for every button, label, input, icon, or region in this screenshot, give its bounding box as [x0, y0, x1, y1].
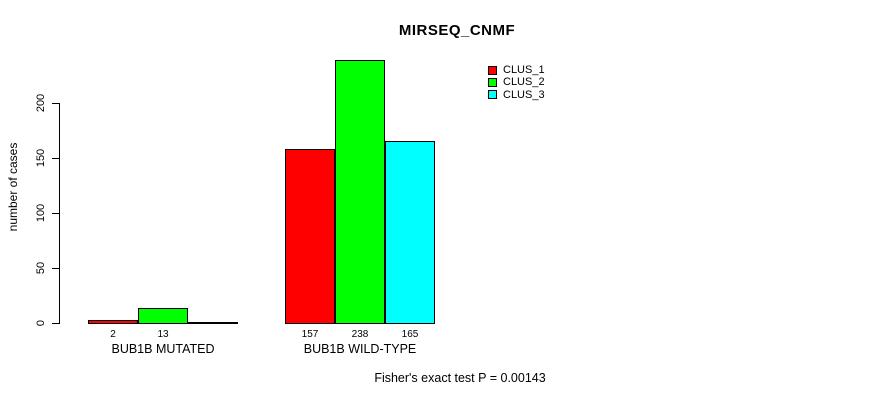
- chart-title: MIRSEQ_CNMF: [398, 22, 516, 39]
- y-tick-label: 0: [35, 319, 47, 327]
- y-axis-line: [59, 103, 60, 324]
- y-tick-mark: [52, 103, 59, 104]
- bar-clus_1-1: [88, 319, 138, 324]
- bar-value-label: 13: [157, 329, 169, 340]
- y-tick-label: 100: [35, 203, 47, 223]
- bar-clus_3-2: [385, 140, 435, 324]
- bar-clus_2-1: [138, 307, 188, 324]
- legend: CLUS_1 CLUS_2 CLUS_3: [488, 64, 545, 101]
- y-tick-mark: [52, 213, 59, 214]
- legend-row: CLUS_3: [488, 89, 545, 101]
- legend-row: CLUS_2: [488, 76, 545, 88]
- legend-label: CLUS_3: [503, 88, 545, 101]
- x-category-label: BUB1B MUTATED: [111, 342, 215, 356]
- y-axis-title: number of cases: [6, 142, 20, 232]
- legend-swatch-clus_3: [488, 90, 497, 100]
- bar-value-label: 238: [351, 329, 369, 340]
- y-tick-mark: [52, 323, 59, 324]
- legend-swatch-clus_2: [488, 77, 497, 87]
- bar-value-label: 157: [301, 329, 319, 340]
- bar-value-label: 2: [110, 329, 116, 340]
- y-tick-mark: [52, 268, 59, 269]
- legend-label: CLUS_1: [503, 64, 545, 77]
- legend-row: CLUS_1: [488, 64, 545, 76]
- bar-clus_2-2: [335, 60, 385, 324]
- legend-swatch-clus_1: [488, 65, 497, 75]
- y-tick-mark: [52, 158, 59, 159]
- annotation-text: Fisher's exact test P = 0.00143: [374, 371, 546, 385]
- x-category-label: BUB1B WILD-TYPE: [303, 342, 417, 356]
- y-tick-label: 50: [35, 261, 47, 275]
- y-tick-label: 150: [35, 148, 47, 168]
- legend-label: CLUS_2: [503, 76, 545, 89]
- y-tick-label: 200: [35, 93, 47, 113]
- bar-clus_1-2: [285, 149, 335, 324]
- bar-value-label: 165: [401, 329, 419, 340]
